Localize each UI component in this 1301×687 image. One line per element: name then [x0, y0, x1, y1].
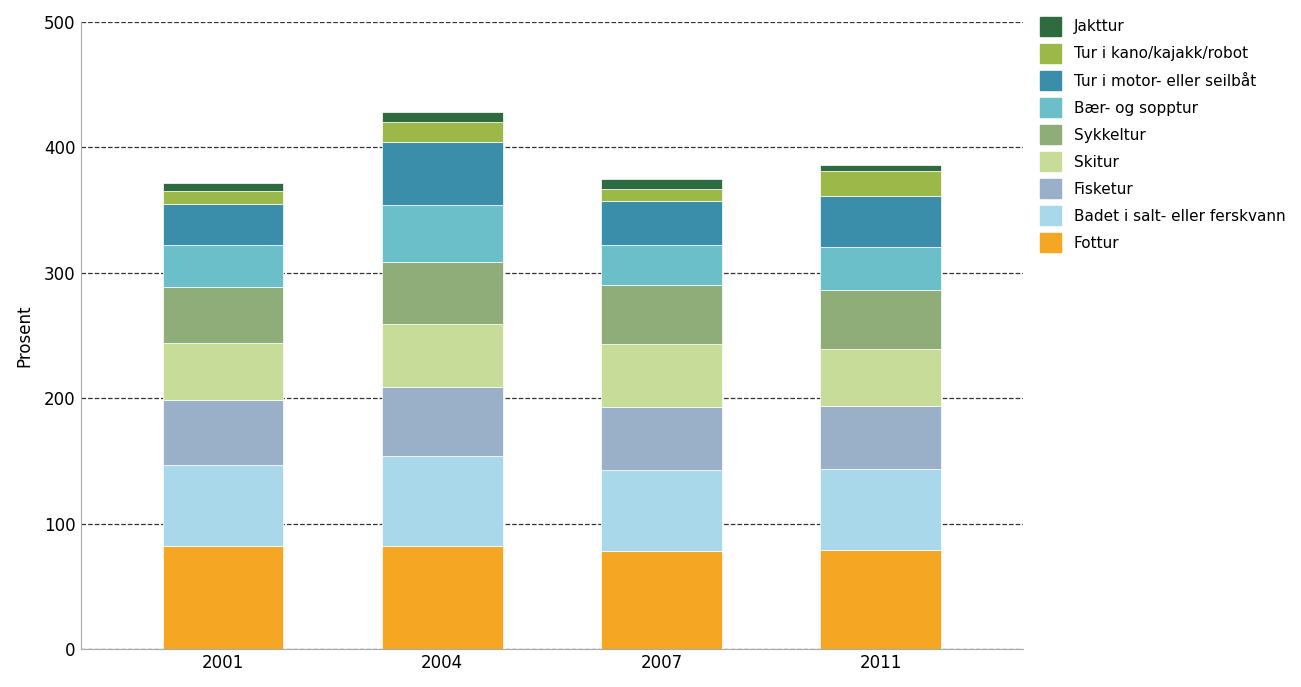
- Bar: [601, 179, 722, 189]
- Bar: [821, 291, 941, 350]
- Bar: [163, 286, 284, 343]
- Y-axis label: Prosent: Prosent: [16, 304, 33, 367]
- Bar: [601, 285, 722, 344]
- Bar: [382, 142, 502, 205]
- Bar: [601, 470, 722, 551]
- Bar: [821, 165, 941, 171]
- Bar: [382, 324, 502, 387]
- Bar: [382, 546, 502, 649]
- Bar: [163, 183, 284, 191]
- Bar: [382, 122, 502, 142]
- Bar: [821, 171, 941, 196]
- Bar: [163, 465, 284, 546]
- Bar: [163, 546, 284, 649]
- Bar: [382, 456, 502, 546]
- Bar: [821, 247, 941, 291]
- Bar: [382, 387, 502, 456]
- Bar: [163, 204, 284, 245]
- Bar: [163, 191, 284, 204]
- Bar: [382, 112, 502, 122]
- Bar: [821, 196, 941, 247]
- Bar: [163, 343, 284, 400]
- Bar: [821, 406, 941, 469]
- Bar: [163, 245, 284, 286]
- Bar: [163, 400, 284, 465]
- Legend: Jakttur, Tur i kano/kajakk/robot, Tur i motor- eller seilbåt, Bær- og sopptur, S: Jakttur, Tur i kano/kajakk/robot, Tur i …: [1039, 17, 1285, 252]
- Bar: [821, 350, 941, 406]
- Bar: [601, 201, 722, 245]
- Bar: [382, 262, 502, 324]
- Bar: [601, 407, 722, 470]
- Bar: [601, 344, 722, 407]
- Bar: [821, 550, 941, 649]
- Bar: [601, 245, 722, 285]
- Bar: [601, 189, 722, 201]
- Bar: [601, 551, 722, 649]
- Bar: [382, 205, 502, 262]
- Bar: [821, 469, 941, 550]
